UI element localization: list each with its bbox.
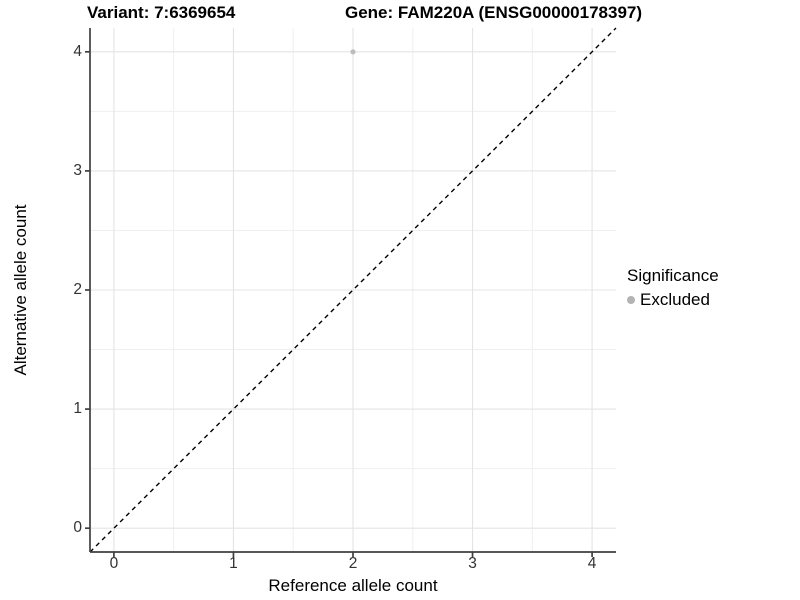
x-tick-label: 1 bbox=[229, 555, 238, 572]
y-axis-title: Alternative allele count bbox=[11, 204, 30, 376]
x-tick-label: 3 bbox=[468, 555, 477, 572]
title-gene: Gene: FAM220A (ENSG00000178397) bbox=[345, 3, 643, 22]
title-variant: Variant: 7:6369654 bbox=[87, 3, 236, 22]
legend: Significance Excluded bbox=[627, 266, 719, 310]
y-tick-label: 4 bbox=[73, 42, 82, 60]
legend-title: Significance bbox=[627, 266, 719, 285]
y-tick-label: 1 bbox=[73, 400, 82, 418]
x-tick-label: 0 bbox=[109, 555, 119, 572]
y-tick-label: 3 bbox=[73, 161, 82, 179]
y-tick-label: 0 bbox=[73, 519, 82, 537]
legend-item-label: Excluded bbox=[640, 290, 710, 309]
x-tick-label: 4 bbox=[587, 555, 597, 572]
x-axis-title: Reference allele count bbox=[268, 576, 438, 595]
data-point bbox=[350, 49, 356, 55]
legend-excluded-dot-icon bbox=[627, 296, 635, 304]
legend-item-excluded: Excluded bbox=[627, 290, 719, 310]
x-tick-label: 2 bbox=[348, 555, 358, 572]
y-tick-label: 2 bbox=[73, 281, 82, 298]
plot-panel-svg bbox=[85, 27, 617, 557]
